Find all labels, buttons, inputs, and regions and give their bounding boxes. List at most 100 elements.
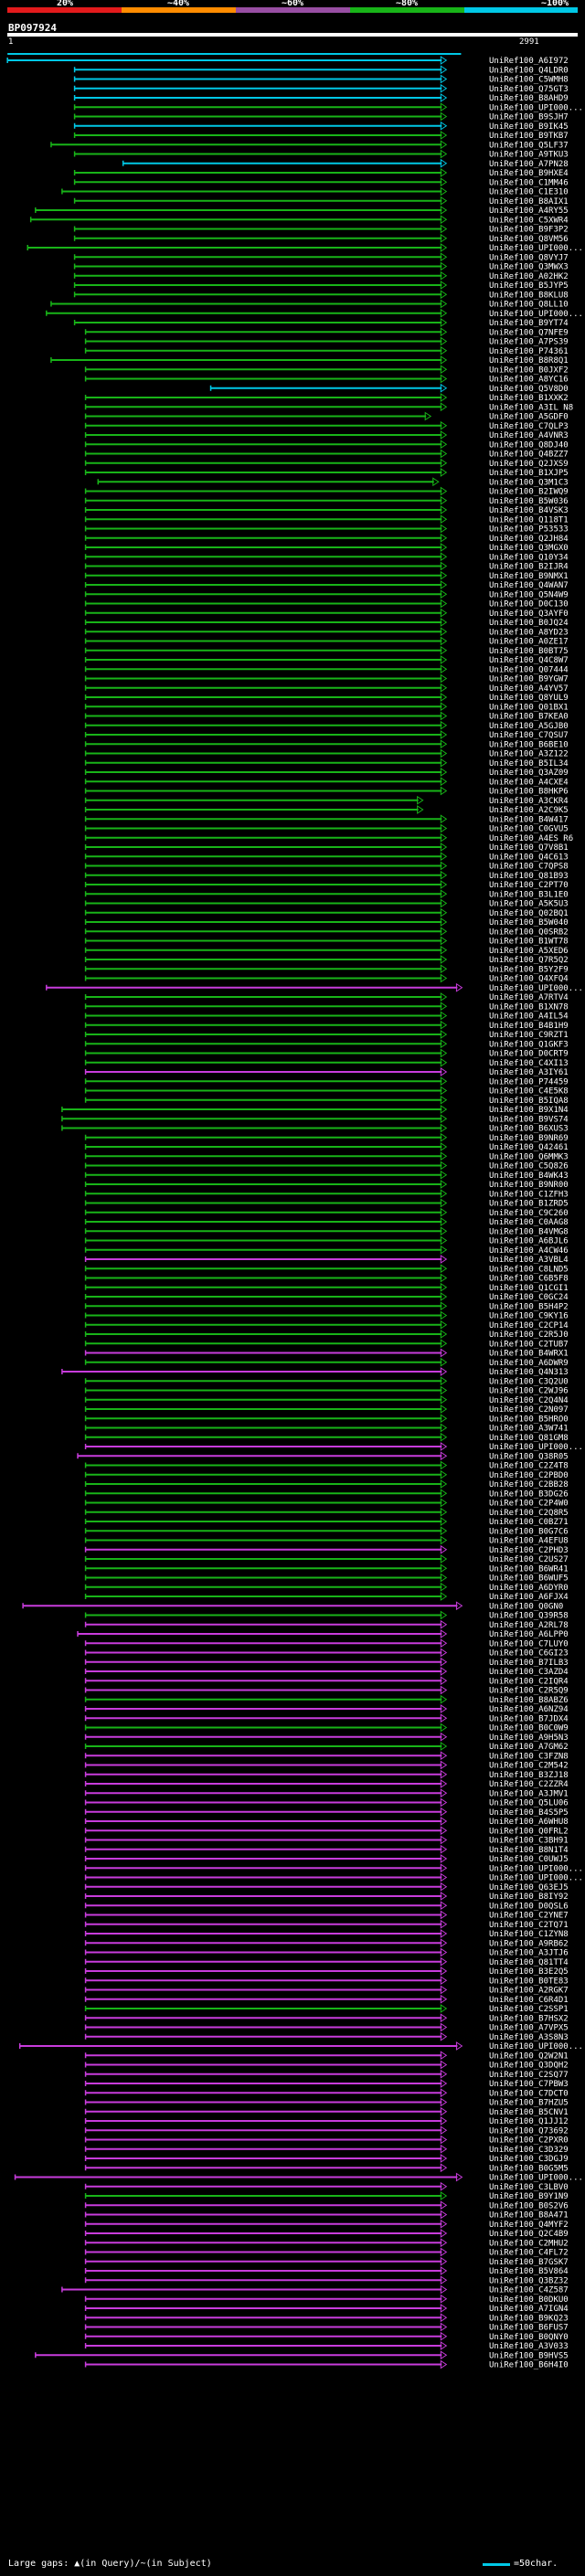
hit-label[interactable]: UniRef100_A4CXE4 (489, 778, 569, 787)
hit-track[interactable]: UniRef100_A4CXE4 (84, 777, 569, 787)
hit-label[interactable]: UniRef100_Q4C8W7 (489, 656, 569, 665)
hit-track[interactable]: UniRef100_A4ES R6 (84, 832, 574, 843)
hit-label[interactable]: UniRef100_B8IY92 (489, 1892, 569, 1902)
hit-track[interactable]: UniRef100_C2N097 (84, 1405, 569, 1415)
hit-label[interactable]: UniRef100_UPI000... (489, 103, 583, 112)
hit-track[interactable]: UniRef100_A7GM62 (84, 1742, 569, 1752)
hit-track[interactable]: UniRef100_B3DG26 (84, 1489, 569, 1499)
hit-track[interactable]: UniRef100_C3Q2U0 (84, 1376, 569, 1386)
hit-track[interactable]: UniRef100_Q3AZ09 (84, 768, 569, 778)
hit-track[interactable]: UniRef100_B6XUS3 (61, 1123, 569, 1134)
hit-track[interactable]: UniRef100_B5Y2F9 (84, 964, 569, 974)
hit-label[interactable]: UniRef100_C1ZFH3 (489, 1190, 569, 1199)
hit-label[interactable]: UniRef100_B9NR00 (489, 1181, 569, 1190)
hit-label[interactable]: UniRef100_Q3AZ09 (489, 769, 569, 778)
hit-track[interactable]: UniRef100_Q4C613 (84, 852, 569, 862)
hit-track[interactable]: UniRef100_Q5V8D0 (209, 383, 569, 394)
hit-label[interactable]: UniRef100_C5WMH8 (489, 76, 569, 85)
hit-track[interactable]: UniRef100_C6R4D1 (84, 1994, 569, 2005)
hit-track[interactable]: UniRef100_UPI000... (46, 308, 583, 319)
hit-track[interactable]: UniRef100_A4EFU8 (84, 1535, 569, 1546)
hit-track[interactable]: UniRef100_A3JTJ6 (84, 1947, 569, 1958)
hit-track[interactable]: UniRef100_A8YC16 (84, 374, 569, 385)
hit-track[interactable]: UniRef100_Q81GM8 (84, 1432, 569, 1443)
hit-label[interactable]: UniRef100_UPI000... (489, 2042, 583, 2051)
hit-track[interactable]: UniRef100_D0QSL6 (84, 1901, 569, 1911)
hit-label[interactable]: UniRef100_A8YC16 (489, 376, 569, 385)
hit-track[interactable]: UniRef100_Q5N4W9 (84, 589, 569, 599)
hit-track[interactable]: UniRef100_B9Y1N9 (84, 2191, 569, 2201)
hit-label[interactable]: UniRef100_B9Y1N9 (489, 2192, 569, 2201)
hit-track[interactable]: UniRef100_B3L1E0 (84, 889, 569, 899)
hit-label[interactable]: UniRef100_Q7V8B1 (489, 843, 569, 853)
hit-track[interactable]: UniRef100_Q8LL10 (50, 299, 569, 310)
hit-label[interactable]: UniRef100_C2SQ77 (489, 2071, 569, 2080)
hit-track[interactable]: UniRef100_B8R8Q1 (50, 355, 569, 366)
hit-track[interactable]: UniRef100_C2PBD0 (84, 1469, 569, 1480)
hit-label[interactable]: UniRef100_A6NZ94 (489, 1705, 569, 1714)
hit-label[interactable]: UniRef100_A3JTJ6 (489, 1949, 569, 1958)
hit-track[interactable]: UniRef100_B5H4P2 (84, 1301, 569, 1311)
hit-label[interactable]: UniRef100_B6FUS7 (489, 2324, 569, 2333)
hit-label[interactable]: UniRef100_A6BJL6 (489, 1237, 569, 1246)
hit-label[interactable]: UniRef100_C6R4D1 (489, 1996, 569, 2005)
hit-label[interactable]: UniRef100_Q2W2N1 (489, 2051, 569, 2061)
hit-label[interactable]: UniRef100_A4CW46 (489, 1246, 569, 1256)
hit-track[interactable]: UniRef100_C7QPS8 (84, 861, 569, 872)
hit-track[interactable]: UniRef100_C2YNE7 (84, 1910, 569, 1921)
hit-track[interactable]: UniRef100_D0C130 (84, 599, 569, 610)
hit-label[interactable]: UniRef100_C2Z4T8 (489, 1462, 569, 1471)
hit-label[interactable]: UniRef100_A7PN28 (489, 160, 569, 169)
hit-track[interactable]: UniRef100_C7PBW3 (84, 2079, 569, 2089)
hit-track[interactable]: UniRef100_B3E2Q5 (84, 1966, 569, 1977)
hit-track[interactable]: UniRef100_Q01BX1 (84, 702, 569, 712)
hit-track[interactable]: UniRef100_Q2JH84 (84, 533, 569, 544)
hit-label[interactable]: UniRef100_B0JQ24 (489, 619, 569, 628)
hit-track[interactable]: UniRef100_C2US27 (84, 1554, 569, 1564)
hit-label[interactable]: UniRef100_B9HXE4 (489, 169, 569, 178)
hit-track[interactable]: UniRef100_B0G7C6 (84, 1526, 569, 1536)
hit-track[interactable]: UniRef100_B1XJP5 (84, 468, 569, 478)
hit-track[interactable]: UniRef100_B6WR41 (84, 1564, 569, 1574)
hit-track[interactable]: UniRef100_A7PS39 (84, 336, 569, 347)
hit-label[interactable]: UniRef100_B3ZJ18 (489, 1771, 569, 1780)
hit-label[interactable]: UniRef100_C0AAG8 (489, 1218, 569, 1227)
hit-label[interactable]: UniRef100_B9KQ23 (489, 2314, 569, 2323)
hit-track[interactable]: UniRef100_B9NR00 (84, 1180, 569, 1190)
hit-track[interactable]: UniRef100_C2PT70 (84, 880, 569, 890)
hit-track[interactable]: UniRef100_C4Z587 (61, 2284, 569, 2295)
hit-label[interactable]: UniRef100_C3Q2U0 (489, 1377, 569, 1386)
hit-label[interactable]: UniRef100_Q6MMK3 (489, 1152, 569, 1161)
hit-track[interactable]: UniRef100_B4VMG8 (84, 1226, 569, 1236)
hit-track[interactable]: UniRef100_B0C0W9 (84, 1723, 569, 1733)
hit-track[interactable]: UniRef100_C1ZYN8 (84, 1929, 569, 1939)
hit-label[interactable]: UniRef100_Q5N4W9 (489, 590, 569, 599)
hit-track[interactable]: UniRef100_C0GC24 (84, 1292, 569, 1302)
hit-label[interactable]: UniRef100_D0C130 (489, 600, 569, 610)
hit-label[interactable]: UniRef100_B5JYP5 (489, 281, 569, 291)
hit-label[interactable]: UniRef100_B9NMX1 (489, 572, 569, 581)
hit-track[interactable]: UniRef100_C2PHD3 (84, 1544, 569, 1555)
hit-label[interactable]: UniRef100_C3DGJ9 (489, 2155, 569, 2164)
hit-track[interactable]: UniRef100_B1WT78 (84, 936, 569, 947)
hit-track[interactable]: UniRef100_B9X1N4 (61, 1105, 569, 1115)
hit-track[interactable]: UniRef100_A3W741 (84, 1423, 569, 1434)
hit-label[interactable]: UniRef100_A6DWR9 (489, 1359, 569, 1368)
hit-label[interactable]: UniRef100_Q3BZ32 (489, 2276, 569, 2285)
hit-track[interactable]: UniRef100_B9VS74 (61, 1114, 569, 1124)
hit-track[interactable]: UniRef100_Q38R05 (77, 1451, 569, 1461)
hit-track[interactable]: UniRef100_Q5LF37 (50, 140, 569, 150)
hit-label[interactable]: UniRef100_C2M542 (489, 1762, 569, 1771)
hit-track[interactable]: UniRef100_Q4N313 (61, 1367, 569, 1377)
hit-label[interactable]: UniRef100_Q0GN0 (489, 1602, 563, 1611)
hit-label[interactable]: UniRef100_A3S8N3 (489, 2033, 569, 2042)
hit-label[interactable]: UniRef100_B8ABZ6 (489, 1696, 569, 1705)
hit-label[interactable]: UniRef100_Q63EJ5 (489, 1883, 569, 1892)
hit-track[interactable]: UniRef100_A5GDF0 (84, 411, 569, 422)
hit-track[interactable]: UniRef100_C0UWJ5 (84, 1854, 569, 1864)
hit-label[interactable]: UniRef100_C0GC24 (489, 1293, 569, 1302)
hit-track[interactable]: UniRef100_B0TE83 (84, 1976, 569, 1986)
hit-label[interactable]: UniRef100_B0DKU0 (489, 2295, 569, 2305)
hit-label[interactable]: UniRef100_C4FL72 (489, 2249, 569, 2258)
hit-label[interactable]: UniRef100_B9SJH7 (489, 113, 569, 122)
